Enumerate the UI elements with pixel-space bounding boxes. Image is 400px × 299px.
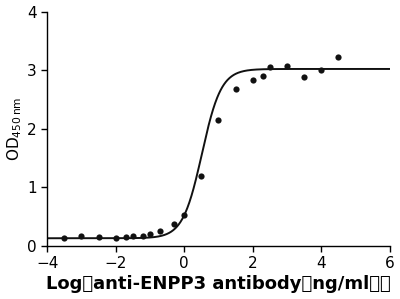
Point — [198, 173, 204, 178]
Point — [301, 75, 307, 80]
Point — [140, 234, 146, 239]
Point — [147, 232, 153, 237]
Point — [112, 235, 119, 240]
Point — [232, 86, 239, 91]
Point — [171, 221, 177, 226]
Point — [318, 68, 324, 73]
Point — [215, 118, 222, 122]
Point — [335, 55, 342, 60]
Point — [61, 235, 68, 240]
Point — [266, 65, 273, 70]
Y-axis label: OD$_{450\,\mathrm{nm}}$: OD$_{450\,\mathrm{nm}}$ — [6, 97, 24, 161]
Point — [78, 234, 85, 238]
Point — [250, 78, 256, 83]
X-axis label: Log（anti-ENPP3 antibody（ng/ml））: Log（anti-ENPP3 antibody（ng/ml）） — [46, 275, 391, 293]
Point — [95, 235, 102, 239]
Point — [130, 234, 136, 238]
Point — [123, 235, 129, 239]
Point — [260, 74, 266, 78]
Point — [157, 228, 163, 233]
Point — [181, 213, 187, 218]
Point — [284, 64, 290, 68]
